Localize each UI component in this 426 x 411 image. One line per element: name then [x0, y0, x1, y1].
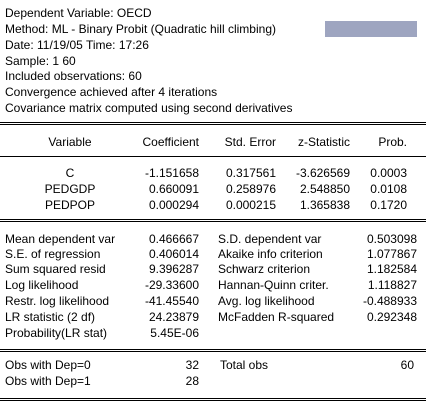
stat-label: Probability(LR stat) — [5, 326, 108, 340]
z-statistic-value: 2.548850 — [299, 182, 350, 196]
stat-value: 0.466667 — [148, 232, 199, 246]
stat-label: McFadden R-squared — [218, 310, 335, 324]
variable-name: PEDPOP — [44, 198, 95, 212]
obs-dep1-value: 28 — [185, 374, 199, 388]
stat-value: 1.077867 — [366, 247, 417, 261]
stat-label: Log likelihood — [5, 278, 79, 292]
col-std-error-header: Std. Error — [224, 135, 276, 149]
table-rule-top — [0, 122, 426, 123]
stat-label: Akaike info criterion — [218, 247, 323, 261]
stat-value: 1.118827 — [367, 278, 417, 292]
stat-label: Restr. log likelihood — [5, 294, 110, 308]
coefficient-value: 0.000294 — [148, 198, 199, 212]
std-error-value: 0.317561 — [225, 166, 276, 180]
stat-value: -29.33600 — [144, 278, 199, 292]
obs-rule-bottom-2 — [0, 400, 426, 401]
stat-value: 9.396287 — [148, 262, 199, 276]
obs-dep0-value: 32 — [185, 358, 199, 372]
table-rule-top-2 — [0, 124, 426, 125]
stat-value: 5.45E-06 — [150, 326, 199, 340]
selection-highlight — [325, 21, 417, 37]
dependent-variable-line: Dependent Variable: OECD — [5, 6, 152, 20]
col-z-statistic-header: z-Statistic — [297, 135, 350, 149]
stat-value: -0.488933 — [362, 294, 417, 308]
obs-dep0-label: Obs with Dep=0 — [5, 358, 91, 372]
z-statistic-value: 1.365838 — [299, 198, 350, 212]
stat-label: Avg. log likelihood — [218, 294, 315, 308]
coefficient-value: -1.151658 — [144, 166, 199, 180]
date-time-line: Date: 11/19/05 Time: 17:26 — [5, 38, 149, 52]
stat-label: S.D. dependent var — [218, 232, 322, 246]
stats-rule-bottom-2 — [0, 351, 426, 352]
prob-value: 0.0108 — [370, 182, 407, 196]
total-obs-label: Total obs — [220, 358, 269, 372]
z-statistic-value: -3.626569 — [295, 166, 350, 180]
sample-line: Sample: 1 60 — [5, 54, 76, 68]
variable-name: PEDGDP — [44, 182, 96, 196]
variable-name: C — [65, 166, 75, 180]
total-obs-value: 60 — [400, 358, 414, 372]
stat-value: 24.23879 — [148, 310, 199, 324]
std-error-value: 0.258976 — [225, 182, 276, 196]
col-coefficient-header: Coefficient — [142, 135, 199, 149]
stat-value: 1.182584 — [366, 262, 417, 276]
stat-label: Schwarz criterion — [218, 262, 311, 276]
method-line: Method: ML - Binary Probit (Quadratic hi… — [5, 22, 276, 36]
obs-rule-bottom — [0, 398, 426, 399]
stat-value: 0.406014 — [148, 247, 199, 261]
stat-label: LR statistic (2 df) — [5, 310, 96, 324]
stats-rule-bottom — [0, 349, 426, 350]
prob-value: 0.0003 — [370, 166, 407, 180]
std-error-value: 0.000215 — [225, 198, 276, 212]
coef-rule-bottom-2 — [0, 221, 426, 222]
col-prob-header: Prob. — [378, 135, 407, 149]
header-rule — [0, 156, 426, 157]
obs-dep1-label: Obs with Dep=1 — [5, 374, 91, 388]
stat-value: -41.45540 — [144, 294, 199, 308]
included-observations-line: Included observations: 60 — [5, 69, 142, 83]
prob-value: 0.1720 — [370, 198, 407, 212]
convergence-line: Convergence achieved after 4 iterations — [5, 85, 218, 99]
stat-label: Mean dependent var — [5, 232, 116, 246]
stat-label: Sum squared resid — [5, 262, 106, 276]
coefficient-value: 0.660091 — [148, 182, 199, 196]
coef-rule-bottom — [0, 219, 426, 220]
stat-label: S.E. of regression — [5, 247, 101, 261]
covariance-line: Covariance matrix computed using second … — [5, 101, 293, 115]
col-variable-header: Variable — [48, 135, 92, 149]
stat-value: 0.503098 — [366, 232, 417, 246]
stat-label: Hannan-Quinn criter. — [218, 278, 329, 292]
stat-value: 0.292348 — [366, 310, 417, 324]
